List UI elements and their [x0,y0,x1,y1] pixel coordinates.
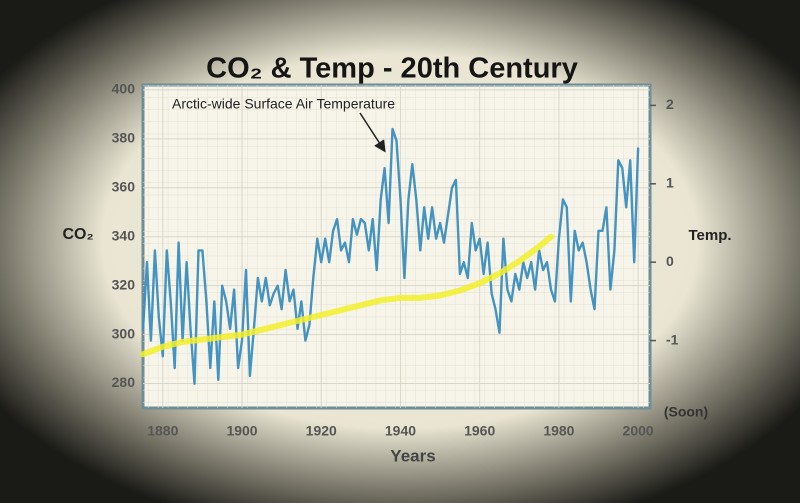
line-series [140,233,554,358]
chart-title: CO₂ & Temp - 20th Century [206,53,578,85]
y-tick-label: 360 [112,178,136,194]
x-tick-label: 1960 [464,423,495,439]
y-axis-label: CO₂ [62,226,93,243]
line-series [141,127,640,385]
y-tick-label: 400 [112,81,136,97]
y-tick-label: 380 [112,130,136,146]
x-tick-label: 1900 [226,423,257,439]
y-tick-label: 320 [112,276,136,292]
y2-tick-label: 1 [666,174,674,190]
x-tick-label: 1880 [147,423,178,439]
x-tick-label: 2000 [623,423,654,439]
y2-tick-label: 0 [666,253,674,269]
x-axis-label: Years [390,446,435,465]
x-tick-label: 1940 [385,423,416,439]
y2-tick-label: 2 [666,96,674,112]
x-tick-label: 1920 [306,423,337,439]
x-tick-label: 1980 [543,423,574,439]
annotation: Arctic-wide Surface Air Temperature [172,96,395,112]
annotation-arrow [359,112,386,153]
y2-note: (Soon) [664,404,708,420]
y2-axis-label: Temp. [688,227,731,244]
y2-tick-label: -1 [666,331,679,347]
y-tick-label: 300 [112,325,136,341]
y-tick-label: 280 [112,374,136,390]
y-tick-label: 340 [112,227,136,243]
